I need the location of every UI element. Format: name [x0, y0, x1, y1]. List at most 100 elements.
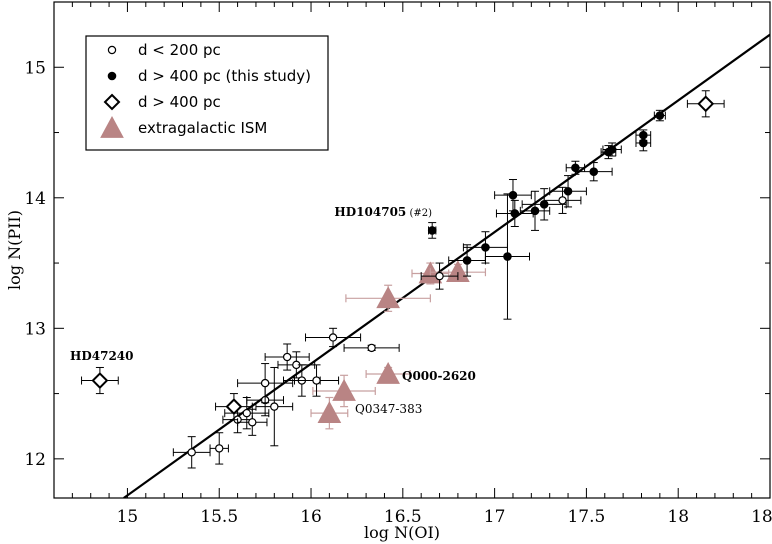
filled-circle-marker: [589, 167, 599, 176]
annotation-label: HD104705 (#2): [334, 205, 432, 219]
data-point: [81, 366, 119, 395]
legend-entry: d > 400 pc: [103, 93, 221, 111]
data-point: [345, 284, 431, 312]
data-point: [237, 363, 294, 404]
legend-entry: d > 400 pc (this study): [107, 67, 311, 85]
data-point: [635, 134, 652, 152]
data-point: [519, 190, 551, 231]
legend-filled-circle-marker: [107, 71, 117, 81]
open-circle-marker: [282, 352, 292, 362]
plot-frame: [53, 1, 771, 499]
open-diamond-marker: [91, 372, 109, 389]
triangle-marker: [376, 361, 400, 384]
series-open-circle: [172, 186, 582, 469]
filled-circle-marker: [503, 252, 512, 261]
open-circle-marker: [248, 418, 257, 427]
annotation-label: Q000-2620: [402, 369, 476, 383]
legend-entry: extragalactic ISM: [100, 115, 267, 138]
data-point: [310, 396, 349, 430]
data-point: [521, 188, 567, 221]
series-open-diamond: [81, 90, 725, 421]
filled-circle-marker: [510, 209, 520, 218]
data-point: [172, 436, 211, 469]
y-tick-label: 13: [24, 319, 46, 339]
data-point: [365, 361, 411, 384]
open-diamond-marker: [225, 398, 243, 416]
open-circle-marker: [260, 378, 270, 388]
filled-circle-marker: [530, 206, 540, 216]
filled-circle-marker: [462, 256, 472, 265]
open-circle-marker: [312, 376, 321, 385]
legend-label: extragalactic ISM: [138, 119, 267, 137]
legend-label: d > 400 pc: [138, 93, 221, 111]
data-point: [543, 186, 582, 214]
data-point: [602, 142, 622, 157]
open-circle-marker: [242, 408, 251, 418]
x-tick-label: 17.5: [567, 507, 605, 527]
legend-open-circle-marker: [107, 45, 117, 55]
y-tick-label: 15: [24, 58, 46, 78]
filled-circle-marker: [427, 226, 437, 235]
annotation-bold-part: HD104705: [334, 205, 406, 219]
open-circle-marker: [558, 196, 567, 205]
data-point: [224, 396, 270, 430]
axes-layer: 15 15.5 16 16.5 17 17.5 18 18.5 12 13 14 15: [24, 1, 772, 527]
triangle-marker: [332, 378, 356, 401]
triangle-marker: [317, 401, 342, 424]
data-point: [305, 327, 362, 348]
legend-open-diamond-marker: [103, 93, 121, 111]
series-filled-circle: [427, 109, 666, 320]
fit-line: [123, 33, 770, 498]
legend-label: d < 200 pc: [138, 41, 221, 59]
open-circle-marker: [215, 444, 224, 453]
data-point: [312, 374, 376, 408]
open-circle-marker: [328, 333, 338, 342]
open-circle-marker: [187, 448, 196, 457]
annotations-layer: HD104705 (#2) HD47240 Q000-2620 Q0347-383: [70, 205, 476, 416]
x-tick-label: 15: [117, 507, 139, 527]
x-tick-label: 15.5: [200, 507, 238, 527]
x-tick-label: 17: [484, 507, 506, 527]
y-tick-label: 14: [24, 189, 46, 209]
open-circle-marker: [367, 343, 376, 353]
legend-triangle-marker: [100, 115, 124, 138]
filled-circle-marker: [607, 145, 617, 154]
data-point: [635, 129, 652, 141]
data-point: [209, 432, 229, 465]
filled-circle-marker: [508, 190, 518, 200]
open-diamond-marker: [697, 95, 715, 113]
legend-entry: d < 200 pc: [107, 41, 221, 59]
legend-label: d > 400 pc (this study): [138, 67, 311, 85]
legend-box: [85, 35, 329, 151]
x-tick-label: 18: [667, 507, 689, 527]
annotation-label: Q0347-383: [355, 402, 422, 416]
data-point: [600, 145, 617, 160]
filled-circle-marker: [539, 200, 549, 209]
x-tick-label: 18.5: [751, 507, 772, 527]
data-point: [343, 343, 400, 353]
data-point: [549, 175, 587, 208]
annotation-suffix: (#2): [406, 208, 432, 219]
data-point: [294, 364, 340, 397]
data-point: [264, 343, 310, 371]
x-tick-label: 16: [300, 507, 322, 527]
triangle-marker: [376, 286, 400, 309]
fit-line-layer: [123, 33, 770, 498]
y-axis-title: log N(PII): [5, 210, 24, 290]
open-circle-marker: [270, 402, 279, 411]
legend: d < 200 pc d > 400 pc (this study) d > 400…: [85, 35, 329, 151]
data-point: [494, 179, 532, 212]
x-tick-label: 16.5: [384, 507, 422, 527]
open-circle-marker: [435, 271, 444, 281]
data-point: [574, 162, 613, 182]
data-point: [686, 90, 725, 118]
filled-circle-marker: [639, 130, 648, 140]
x-axis-title: log N(OI): [364, 523, 440, 542]
data-point: [427, 222, 437, 239]
filled-circle-marker: [655, 111, 665, 120]
data-point: [420, 262, 459, 290]
data-points-layer: [81, 90, 725, 469]
annotation-label: HD47240: [70, 349, 134, 363]
y-tick-label: 12: [24, 450, 46, 470]
